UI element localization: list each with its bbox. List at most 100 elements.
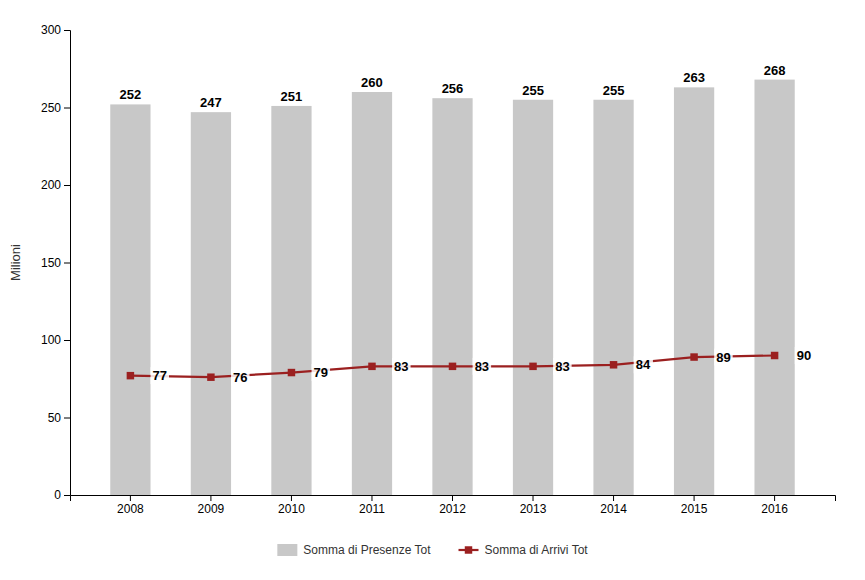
marker xyxy=(610,361,617,368)
x-tick: 2008 xyxy=(117,495,144,516)
line-label-group: 79 xyxy=(312,364,330,381)
y-tick-label: 200 xyxy=(41,178,61,192)
marker xyxy=(771,352,778,359)
line-label: 90 xyxy=(797,348,811,363)
x-tick: 2010 xyxy=(278,495,305,516)
x-tick-label: 2016 xyxy=(761,502,788,516)
line-label: 83 xyxy=(394,359,408,374)
y-tick-mark xyxy=(64,30,70,31)
legend-marker xyxy=(465,546,472,553)
x-tick-label: 2015 xyxy=(681,502,708,516)
line-label: 79 xyxy=(314,365,328,380)
line-label-group: 84 xyxy=(634,356,653,373)
bar xyxy=(432,98,472,495)
x-tick-label: 2009 xyxy=(198,502,225,516)
line-label-group: 83 xyxy=(553,358,571,375)
line-label: 77 xyxy=(153,368,167,383)
x-tick-label: 2014 xyxy=(600,502,627,516)
x-tick: 2013 xyxy=(520,495,547,516)
plot: 0501001502002503002008200920102011201220… xyxy=(8,23,836,515)
bar xyxy=(754,80,794,495)
y-axis-line xyxy=(64,31,71,496)
legend-swatch xyxy=(277,544,297,556)
x-tick-mark xyxy=(452,495,453,501)
x-tick-mark xyxy=(291,495,292,501)
legend-item: Somma di Presenze Tot xyxy=(277,543,431,557)
x-axis-line xyxy=(71,496,836,502)
x-tick-label: 2010 xyxy=(278,502,305,516)
chart: 0501001502002503002008200920102011201220… xyxy=(0,0,865,580)
y-tick-label: 100 xyxy=(41,333,61,347)
line-label: 76 xyxy=(233,370,247,385)
line-label-group: 83 xyxy=(392,358,410,375)
x-tick-label: 2011 xyxy=(359,502,385,516)
x-tick-mark xyxy=(130,495,131,501)
y-tick-mark xyxy=(64,418,70,419)
line-label-group: 77 xyxy=(151,367,169,384)
bar-label: 255 xyxy=(603,83,625,98)
label-background xyxy=(231,369,249,386)
bar xyxy=(674,87,714,495)
bar-label: 252 xyxy=(120,87,142,102)
y-tick: 300 xyxy=(41,23,70,37)
y-tick: 200 xyxy=(41,178,70,192)
y-tick-mark xyxy=(64,340,70,341)
y-axis: 0 50 100 150 200 250 300 xyxy=(41,23,71,502)
y-tick-label: 300 xyxy=(41,23,61,37)
y-tick: 0 xyxy=(54,488,70,502)
y-tick-label: 150 xyxy=(41,256,61,270)
y-tick-label: 0 xyxy=(54,488,61,502)
bar xyxy=(191,112,231,495)
bar xyxy=(110,104,150,495)
y-axis-title: Milioni xyxy=(8,244,23,281)
label-background xyxy=(714,349,732,366)
marker xyxy=(288,369,295,376)
line-label-group: 89 xyxy=(714,349,732,366)
x-tick-mark xyxy=(774,495,775,501)
bar-label: 256 xyxy=(442,81,464,96)
y-tick-mark xyxy=(64,185,70,186)
x-tick-mark xyxy=(371,495,372,501)
line-label-group: 76 xyxy=(231,369,249,386)
y-tick-mark xyxy=(64,108,70,109)
x-tick-mark xyxy=(210,495,211,501)
legend-label: Somma di Arrivi Tot xyxy=(485,543,589,557)
legend-item: Somma di Arrivi Tot xyxy=(459,543,589,557)
label-background xyxy=(392,358,410,375)
x-tick-mark xyxy=(533,495,534,501)
label-background xyxy=(151,367,169,384)
x-axis: 200820092010201120122013201420152016 xyxy=(71,495,836,516)
line-label: 89 xyxy=(716,350,730,365)
bar-label: 263 xyxy=(683,70,705,85)
y-tick-label: 50 xyxy=(48,411,62,425)
y-tick-label: 250 xyxy=(41,101,61,115)
bar xyxy=(271,106,311,495)
line xyxy=(130,356,774,378)
y-tick: 150 xyxy=(41,256,70,270)
data-labels: 2522472512602562552552632687776798383838… xyxy=(120,63,814,386)
bar xyxy=(593,100,633,495)
label-background xyxy=(553,358,571,375)
marker xyxy=(368,363,375,370)
line-label-group: 83 xyxy=(473,358,491,375)
label-background xyxy=(795,347,813,364)
label-background xyxy=(312,364,330,381)
bar-label: 255 xyxy=(522,83,544,98)
x-tick: 2014 xyxy=(600,495,627,516)
bar xyxy=(513,100,553,495)
bar-label: 260 xyxy=(361,75,383,90)
y-tick: 100 xyxy=(41,333,70,347)
y-tick-mark xyxy=(64,495,70,496)
x-tick-mark xyxy=(694,495,695,501)
marker xyxy=(207,373,214,380)
x-tick: 2016 xyxy=(761,495,788,516)
marker xyxy=(127,372,134,379)
y-tick: 50 xyxy=(48,411,70,425)
bar-label: 251 xyxy=(281,89,303,104)
marker xyxy=(690,353,697,360)
marker xyxy=(529,363,536,370)
line-label: 83 xyxy=(555,359,569,374)
line-label: 83 xyxy=(475,359,489,374)
label-background xyxy=(634,356,653,373)
y-tick-mark xyxy=(64,263,70,264)
